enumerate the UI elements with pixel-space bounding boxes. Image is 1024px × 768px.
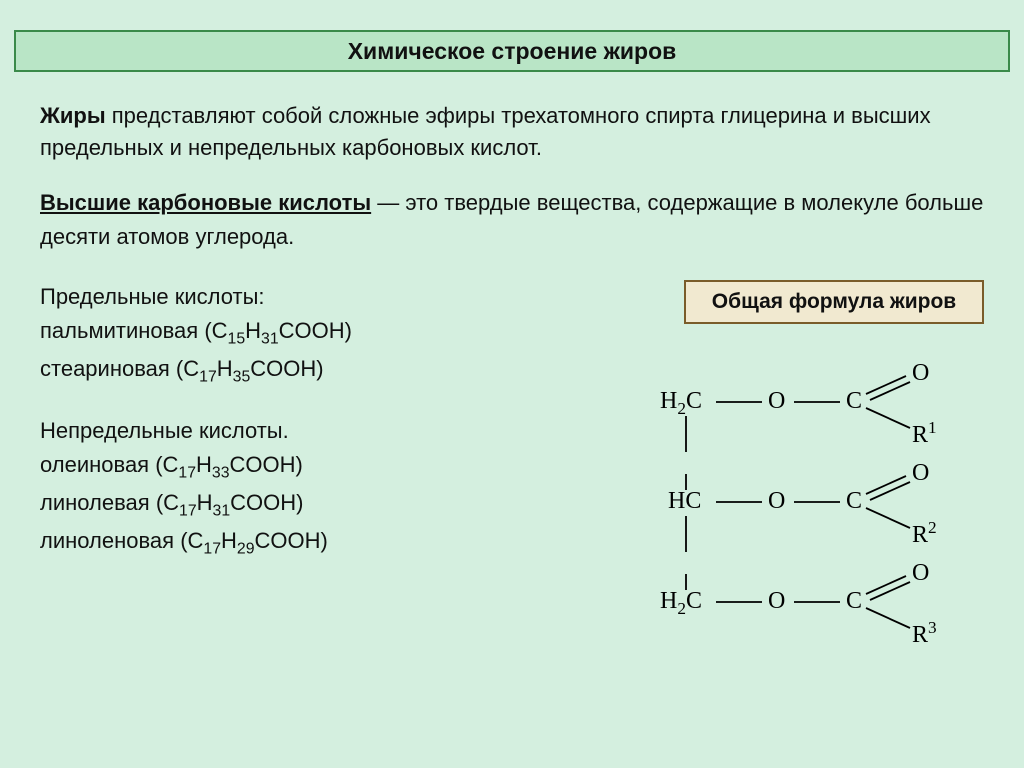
acid-line: пальмитиновая (C15H31COOH) xyxy=(40,314,570,352)
unsaturated-heading: Непредельные кислоты. xyxy=(40,414,570,448)
atom-c: C xyxy=(846,488,862,515)
atom-c: C xyxy=(846,388,862,415)
acid-line: олеиновая (C17H33COOH) xyxy=(40,448,570,486)
page-title: Химическое строение жиров xyxy=(348,38,677,65)
atom-r: R2 xyxy=(912,518,937,549)
content-area: Жиры представляют собой сложные эфиры тр… xyxy=(40,100,984,644)
definition-term: Высшие карбоновые кислоты xyxy=(40,190,371,215)
atom-o: O xyxy=(768,388,785,415)
formula-box: Общая формула жиров xyxy=(684,280,984,324)
atom-o: O xyxy=(912,560,929,587)
formula-box-label: Общая формула жиров xyxy=(712,290,956,313)
title-bar: Химическое строение жиров xyxy=(14,30,1010,72)
atom-o: O xyxy=(768,488,785,515)
acid-line: стеариновая (C17H35COOH) xyxy=(40,352,570,390)
acids-list: Предельные кислоты: пальмитиновая (C15H3… xyxy=(40,280,570,562)
intro-paragraph: Жиры представляют собой сложные эфиры тр… xyxy=(40,100,984,164)
atom-r: R3 xyxy=(912,618,937,649)
acid-line: линолевая (C17H31COOH) xyxy=(40,486,570,524)
acid-line: линоленовая (C17H29COOH) xyxy=(40,524,570,562)
atom-h2c: H2C xyxy=(660,588,702,619)
atom-o: O xyxy=(912,460,929,487)
intro-bold: Жиры xyxy=(40,103,106,128)
two-column-layout: Предельные кислоты: пальмитиновая (C15H3… xyxy=(40,280,984,644)
atom-r: R1 xyxy=(912,418,937,449)
atom-c: C xyxy=(846,588,862,615)
atom-o: O xyxy=(768,588,785,615)
intro-rest: представляют собой сложные эфиры трехато… xyxy=(40,103,931,160)
formula-column: Общая формула жиров xyxy=(600,280,984,644)
definition-paragraph: Высшие карбоновые кислоты — это твердые … xyxy=(40,186,984,254)
structural-formula: H2C O C O R1 HC O C O R2 H2C O C O R3 xyxy=(644,364,984,644)
atom-o: O xyxy=(912,360,929,387)
atom-hc: HC xyxy=(668,488,701,515)
saturated-heading: Предельные кислоты: xyxy=(40,280,570,314)
atom-h2c: H2C xyxy=(660,388,702,419)
